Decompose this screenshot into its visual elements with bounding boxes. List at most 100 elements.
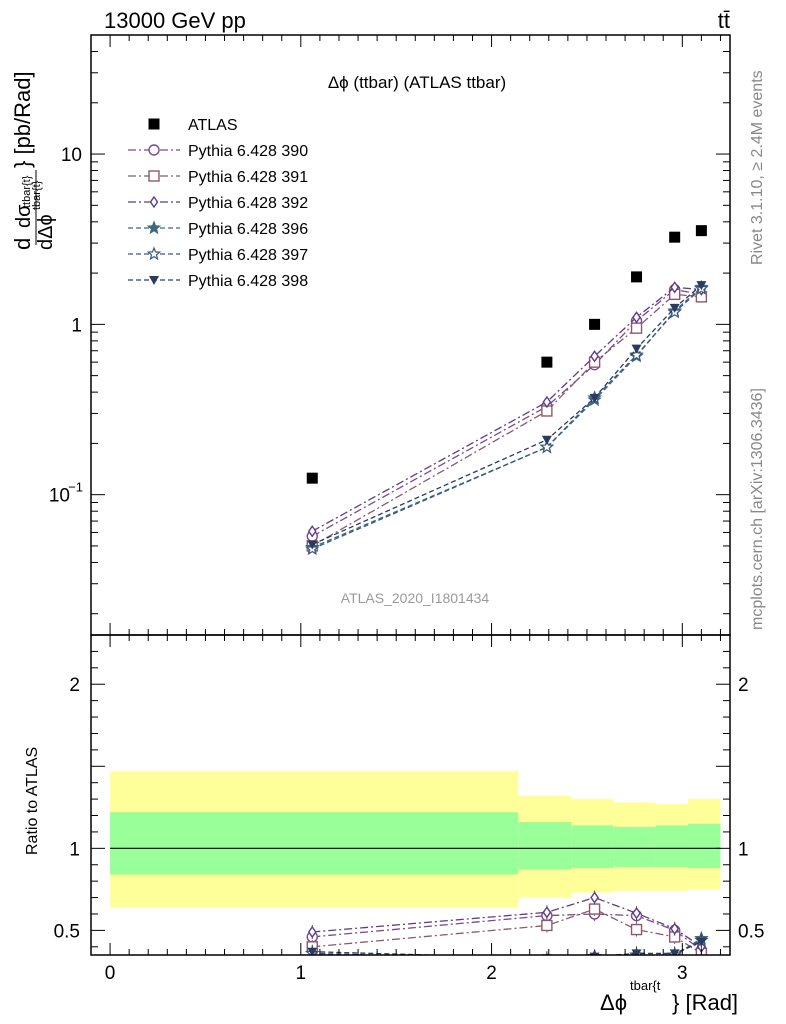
y-axis-label-ratio: Ratio to ATLAS — [24, 747, 41, 855]
y-tick-label-ratio-right: 0.5 — [738, 921, 764, 942]
data-point-pythia-6.428-392 — [590, 350, 599, 363]
x-tick-label: 0 — [105, 963, 116, 984]
y-label-d: d — [10, 238, 35, 250]
y-tick-label-main: 1 — [71, 315, 82, 336]
header-right: tt̄ — [718, 8, 730, 33]
uncertainty-band-inner — [655, 825, 689, 868]
ratio-line-pythia-6.428-398 — [312, 941, 702, 955]
y-axis-label-main: d dσ ttbar{t} dΔϕ tbar{t} } [pb/Rad] — [10, 71, 57, 250]
uncertainty-band-inner — [518, 822, 572, 870]
y-tick-label-ratio: 0.5 — [54, 921, 80, 942]
y-tick-label-ratio-right: 2 — [738, 675, 749, 696]
y-label-sup: ttbar{t} — [21, 175, 33, 208]
ratio-point-pythia-6.428-391 — [630, 923, 643, 936]
data-point-pythia-6.428-392 — [542, 395, 552, 409]
data-point-pythia-6.428-398 — [541, 435, 552, 445]
ratio-point-pythia-6.428-391 — [541, 919, 553, 932]
legend-marker — [148, 170, 160, 182]
ratio-point-pythia-6.428-392 — [307, 925, 317, 939]
x-axis-label: Δϕ tbar{t } [Rad] — [600, 978, 738, 1015]
data-point-atlas — [669, 231, 681, 243]
ratio-point-pythia-6.428-398 — [589, 952, 600, 955]
main-panel-frame — [90, 34, 731, 636]
ratio-point-pythia-6.428-398 — [696, 937, 707, 947]
ratio-line-pythia-6.428-391 — [312, 908, 702, 954]
side-label-bottom: mcplots.cern.ch [arXiv:1306.3436] — [749, 388, 766, 630]
legend-label: Pythia 6.428 392 — [188, 195, 308, 212]
data-point-pythia-6.428-398 — [589, 393, 600, 403]
y-tick-label-ratio: 1 — [69, 839, 80, 860]
uncertainty-band-inner — [688, 823, 721, 869]
data-point-atlas — [589, 318, 601, 330]
x-label-sup: tbar{t — [630, 978, 661, 993]
legend-label: ATLAS — [188, 117, 238, 134]
ratio-line-pythia-6.428-390 — [312, 913, 702, 951]
ratio-line-pythia-6.428-397 — [312, 939, 702, 955]
ratio-point-pythia-6.428-392 — [590, 891, 599, 904]
uncertainty-band-inner — [110, 812, 519, 875]
y-tick-label-ratio-right: 1 — [738, 839, 749, 860]
data-point-pythia-6.428-392 — [632, 311, 641, 324]
x-tick-label: 1 — [296, 963, 307, 984]
x-tick-label: 3 — [677, 963, 688, 984]
side-label-top: Rivet 3.1.10, ≥ 2.4M events — [749, 70, 766, 265]
data-point-pythia-6.428-398 — [696, 281, 707, 291]
plot-title: Δϕ (ttbar) (ATLAS ttbar) — [328, 73, 506, 92]
ratio-point-pythia-6.428-398 — [669, 949, 680, 955]
legend-marker — [148, 144, 160, 156]
uncertainty-band-inner — [613, 827, 656, 868]
ratio-plot-content — [110, 771, 721, 955]
data-point-atlas — [541, 356, 553, 368]
data-point-pythia-6.428-397 — [539, 439, 555, 454]
legend-label: Pythia 6.428 391 — [188, 169, 308, 186]
ratio-line-pythia-6.428-396 — [312, 938, 702, 955]
series-line-pythia-6.428-397 — [312, 288, 702, 550]
legend-marker — [148, 118, 160, 130]
series-line-pythia-6.428-398 — [312, 284, 702, 546]
ratio-point-pythia-6.428-392 — [632, 906, 641, 920]
ratio-point-pythia-6.428-392 — [670, 922, 680, 935]
data-point-atlas — [306, 472, 318, 484]
legend-label: Pythia 6.428 398 — [188, 273, 308, 290]
y-label-sigma: dσ — [13, 204, 35, 228]
legend: ATLAS Pythia 6.428 390 Pythia 6.428 391 Pyt… — [128, 117, 308, 290]
legend-label: Pythia 6.428 396 — [188, 221, 308, 238]
y-tick-label-main: 10 — [61, 145, 82, 166]
y-label-denom: dΔϕ — [35, 214, 57, 250]
x-tick-label: 2 — [486, 963, 497, 984]
ratio-panel: 0.5 0.5 1 1 2 2 0 1 2 3 — [54, 634, 764, 984]
header-left: 13000 GeV pp — [104, 8, 246, 33]
data-point-pythia-6.428-398 — [669, 303, 680, 313]
ratio-point-pythia-6.428-398 — [307, 947, 318, 955]
y-label-unit: } [pb/Rad] — [10, 71, 35, 168]
data-point-pythia-6.428-391 — [630, 322, 643, 334]
legend-marker — [149, 195, 159, 209]
data-point-pythia-6.428-398 — [307, 540, 318, 550]
series-line-pythia-6.428-396 — [312, 286, 702, 548]
y-tick-label-main-exp: −1 — [68, 480, 83, 495]
ratio-point-pythia-6.428-392 — [542, 906, 552, 919]
legend-label: Pythia 6.428 397 — [188, 247, 308, 264]
legend-marker — [146, 246, 162, 261]
uncertainty-band-inner — [571, 825, 614, 869]
data-point-pythia-6.428-398 — [631, 344, 642, 354]
ratio-panel-frame — [90, 634, 731, 956]
y-tick-label-main: 10 — [49, 486, 70, 507]
watermark: ATLAS_2020_I1801434 — [341, 590, 490, 606]
y-label-denom-sup: tbar{t} — [31, 180, 43, 210]
ratio-point-pythia-6.428-398 — [631, 949, 642, 955]
ratio-axes: 0.5 0.5 1 1 2 2 0 1 2 3 — [54, 634, 764, 984]
data-point-atlas — [695, 225, 707, 237]
main-plot-content — [305, 225, 709, 556]
legend-label: Pythia 6.428 390 — [188, 143, 308, 160]
y-tick-label-ratio: 2 — [69, 675, 80, 696]
legend-marker — [146, 220, 162, 235]
series-line-pythia-6.428-391 — [311, 293, 702, 547]
data-point-pythia-6.428-392 — [307, 525, 317, 538]
x-label-unit: } [Rad] — [672, 990, 738, 1015]
series-line-pythia-6.428-392 — [311, 286, 702, 532]
ratio-line-pythia-6.428-392 — [312, 896, 702, 948]
